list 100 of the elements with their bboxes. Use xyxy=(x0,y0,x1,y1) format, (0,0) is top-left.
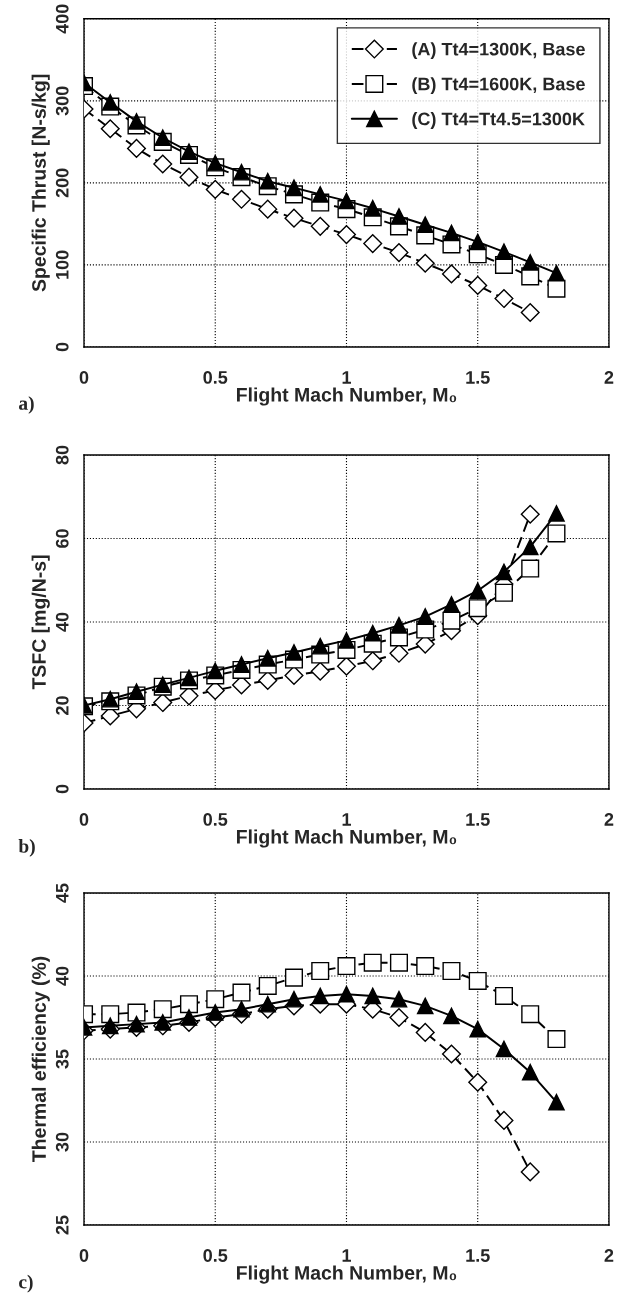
y-tick-label: 25 xyxy=(55,1215,69,1235)
point xyxy=(389,643,409,663)
point xyxy=(364,624,382,642)
y-tick-label: 300 xyxy=(55,86,69,116)
legend-label: (A) Tt4=1300K, Base xyxy=(412,42,585,60)
point xyxy=(415,1022,435,1042)
point xyxy=(231,189,252,209)
point xyxy=(495,243,513,261)
point xyxy=(310,216,330,236)
point xyxy=(547,524,566,543)
x-tick-label: 2 xyxy=(604,371,614,384)
point xyxy=(521,538,539,556)
point xyxy=(311,961,330,981)
point xyxy=(390,616,408,634)
point xyxy=(284,208,304,228)
y-tick-label: 60 xyxy=(55,529,69,548)
point xyxy=(548,505,565,522)
y-axis-title: Specific Thrust [N-s/kg] xyxy=(31,74,50,292)
point xyxy=(495,1040,513,1058)
x-tick-label: 0 xyxy=(79,813,89,826)
x-tick-label: 1.5 xyxy=(466,371,490,384)
point xyxy=(259,995,277,1013)
point xyxy=(389,1007,409,1028)
y-tick-label: 40 xyxy=(55,612,69,632)
point xyxy=(154,129,172,147)
x-tick-label: 1.5 xyxy=(466,1249,490,1262)
point xyxy=(442,611,461,630)
point xyxy=(494,289,514,309)
point xyxy=(494,583,513,602)
point xyxy=(179,167,199,187)
point xyxy=(468,599,487,618)
point xyxy=(310,661,330,681)
text: a) xyxy=(19,396,34,414)
point xyxy=(495,563,513,581)
point xyxy=(311,987,329,1005)
point xyxy=(233,163,250,181)
point xyxy=(206,990,225,1009)
point xyxy=(520,504,540,524)
y-tick-label: 20 xyxy=(55,696,69,715)
point xyxy=(363,953,382,972)
point xyxy=(127,1003,146,1022)
point xyxy=(101,94,119,111)
point xyxy=(520,1162,540,1182)
point xyxy=(233,656,250,673)
point xyxy=(494,1110,514,1130)
point xyxy=(547,1030,566,1049)
point xyxy=(285,644,303,661)
text: b) xyxy=(18,839,35,857)
point xyxy=(416,957,435,976)
point xyxy=(390,990,408,1008)
point xyxy=(521,1063,539,1081)
y-tick-label: 35 xyxy=(55,1049,69,1069)
point xyxy=(179,995,199,1014)
point xyxy=(154,1014,172,1031)
point xyxy=(153,154,173,174)
point xyxy=(179,686,199,706)
point xyxy=(548,1093,565,1111)
x-tick-label: 1.5 xyxy=(466,813,490,826)
point xyxy=(415,253,435,273)
point xyxy=(389,953,409,972)
y-tick-label: 30 xyxy=(55,1132,69,1152)
point xyxy=(337,957,356,976)
point xyxy=(338,632,355,649)
x-tick-label: 2 xyxy=(604,813,614,826)
point xyxy=(128,113,145,130)
y-tick-label: 400 xyxy=(55,4,69,34)
x-tick-label: 2 xyxy=(604,1249,614,1262)
point xyxy=(520,302,540,323)
point xyxy=(233,1000,250,1018)
legend-label: (B) Tt4=1600K, Base xyxy=(412,77,585,94)
point xyxy=(416,608,434,625)
point xyxy=(338,192,355,210)
point xyxy=(364,199,382,217)
point xyxy=(180,1009,198,1026)
point xyxy=(285,990,303,1008)
point xyxy=(338,985,355,1003)
point xyxy=(390,208,408,225)
y-tick-label: 0 xyxy=(55,342,69,352)
point xyxy=(232,983,251,1002)
point xyxy=(126,138,147,158)
legend-label: (C) Tt4=Tt4.5=1300K xyxy=(412,112,585,129)
y-tick-label: 100 xyxy=(55,250,69,279)
point xyxy=(469,233,487,251)
point xyxy=(469,1020,487,1038)
point xyxy=(441,1044,462,1064)
point xyxy=(363,651,383,671)
point xyxy=(494,986,513,1005)
point xyxy=(468,971,487,991)
y-tick-label: 80 xyxy=(55,445,69,465)
x-tick-label: 1 xyxy=(342,813,351,826)
point xyxy=(311,186,329,203)
point xyxy=(547,279,566,298)
point xyxy=(443,596,460,613)
y-tick-label: 0 xyxy=(55,784,69,794)
point xyxy=(206,154,224,172)
y-tick-label: 45 xyxy=(56,883,69,903)
point xyxy=(416,216,434,234)
point xyxy=(443,1007,460,1025)
point xyxy=(521,559,540,578)
point xyxy=(128,683,145,701)
